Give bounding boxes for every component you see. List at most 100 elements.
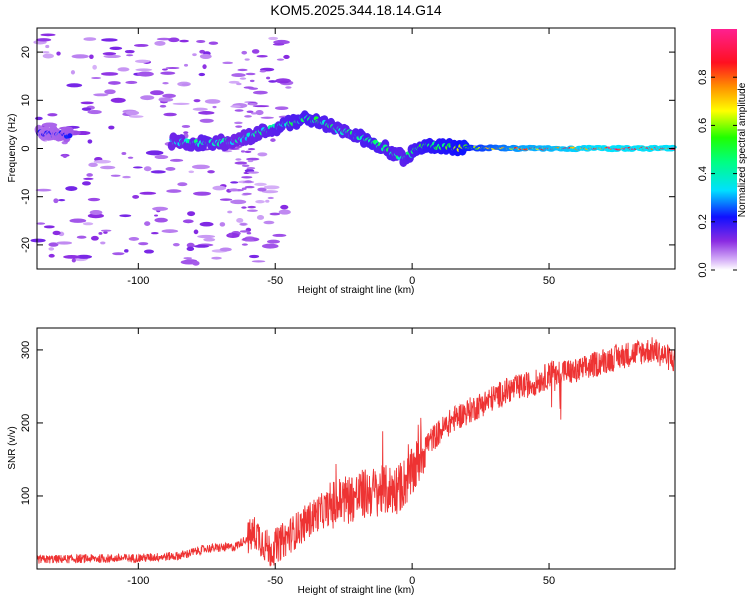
spectrogram-cell	[154, 155, 169, 160]
spectrogram-cell	[182, 219, 194, 224]
spectrogram-cell	[249, 79, 255, 83]
spectrogram-cell	[103, 231, 108, 234]
spectrogram-cell	[240, 150, 246, 153]
spectrogram-cell	[35, 188, 52, 192]
spectrogram-cell	[65, 126, 74, 137]
spectrogram-cell	[186, 242, 195, 248]
spectrogram-cell	[36, 38, 52, 42]
spectrogram-cell	[132, 166, 143, 169]
spectrogram-cell	[263, 185, 280, 190]
spectrogram-cell	[257, 152, 268, 157]
spectrogram-cell	[135, 68, 153, 72]
spectrogram-cell	[261, 243, 279, 249]
spectrogram-cell	[108, 125, 115, 130]
spectrogram-cell	[160, 71, 176, 75]
colorbar-tick-label: 0.6	[697, 118, 709, 133]
spectrogram-cell	[241, 50, 248, 55]
spectrogram-cell	[243, 239, 255, 242]
spectrogram-cell	[285, 86, 292, 89]
spectrogram-cell	[231, 73, 246, 78]
spectrogram-cell	[127, 156, 134, 159]
spectrogram-cell	[235, 125, 243, 128]
spectrogram-cell	[48, 253, 55, 258]
spectrogram-cell	[162, 81, 169, 85]
colorbar: 0.0 0.2 0.4 0.6 0.8 Normalized spectral ampl…	[697, 29, 748, 278]
spectrogram-cell	[280, 204, 289, 210]
spectrogram-cell	[252, 90, 268, 95]
spectrogram-cell	[36, 222, 46, 225]
spectrogram-cell	[76, 235, 87, 239]
spectrogram-cell	[87, 139, 93, 144]
spectrogram-cell	[249, 254, 260, 259]
spectrogram-cell	[228, 232, 233, 237]
spectrogram-cell	[40, 33, 56, 37]
snr-panel: -100 -50 0 50 100 200 300 Height of straight …	[7, 327, 676, 596]
spectrogram-cell	[267, 196, 274, 200]
spectrogram-cell	[110, 97, 126, 103]
spectrogram-cell	[89, 54, 94, 59]
spectrogram-cell	[137, 71, 154, 77]
spectrogram-cell	[43, 225, 55, 229]
spectrogram-cell	[81, 181, 91, 186]
spectrogram-cell	[246, 232, 252, 235]
spectrogram-cell	[208, 41, 219, 45]
colorbar-axis: 0.0 0.2 0.4 0.6 0.8	[697, 70, 737, 278]
spectrogram-cell	[62, 154, 68, 159]
spectrogram-cell	[83, 37, 97, 41]
spectrogram-cell	[69, 218, 87, 223]
colorbar-tick-label: 0.2	[697, 214, 709, 229]
spectrogram-cell	[255, 110, 264, 116]
snr-y-tick-label: 200	[20, 414, 32, 432]
spectrogram-cell	[172, 242, 180, 247]
spectrogram-cell	[66, 83, 83, 88]
spectrogram-cell	[196, 39, 206, 43]
snr-x-tick-label: -100	[127, 575, 149, 587]
spectrogram-cell	[244, 150, 252, 154]
spectrogram-cell	[134, 59, 150, 64]
spectrogram-cell	[125, 80, 138, 84]
spectrogram-cell	[257, 187, 267, 192]
spectrogram-cell	[48, 242, 59, 247]
spectrogram-cell	[279, 80, 289, 84]
spectrogram-heatmap	[30, 33, 677, 266]
spectrogram-cell	[56, 51, 61, 56]
snr-y-axis: 100 200 300	[20, 341, 675, 505]
spectrogram-cell	[263, 220, 275, 225]
spectrogram-cell	[212, 185, 226, 191]
spectrogram-cell	[234, 109, 244, 112]
spectrogram-cell	[117, 67, 130, 72]
spectrogram-cell	[143, 249, 155, 254]
spectrogram-cell	[143, 166, 152, 172]
spectrogram-cell	[260, 116, 274, 119]
spectrogram-cell	[163, 112, 177, 117]
spectrogram-cell	[128, 115, 144, 118]
spectrogram-cell	[161, 229, 179, 233]
spectrogram-cell	[109, 46, 123, 50]
spectrogram-cell	[89, 209, 103, 215]
spectrogram-cell	[93, 159, 112, 164]
spectrogram-cell	[108, 81, 121, 85]
spectrogram-cell	[80, 101, 94, 105]
spectrogram-cell	[154, 214, 159, 217]
spectrogram-y-axis: -20 -10 0 10 20	[20, 46, 675, 253]
spectrogram-cell	[56, 241, 73, 245]
spectrogram-cell	[244, 115, 252, 118]
spectrogram-cell	[183, 257, 193, 260]
spectrogram-cell	[204, 99, 221, 104]
snr-x-tick-label: 0	[409, 575, 415, 587]
spectrogram-cell	[276, 58, 285, 61]
spectrogram-cell	[70, 70, 76, 75]
spectrogram-cell	[45, 44, 50, 49]
spectrogram-cell	[247, 159, 254, 163]
spectrogram-cell	[71, 258, 76, 263]
spectrogram-cell	[241, 176, 253, 179]
spectrogram-cell	[246, 167, 256, 170]
spectrogram-cell	[192, 260, 200, 266]
spectrogram-cell	[187, 211, 196, 217]
spectrogram-cell	[93, 93, 109, 97]
spectrogram-cell	[246, 110, 254, 113]
spectrogram-cell	[102, 52, 117, 56]
spectrogram-cell	[241, 187, 247, 190]
spectrogram-cell	[181, 125, 191, 128]
